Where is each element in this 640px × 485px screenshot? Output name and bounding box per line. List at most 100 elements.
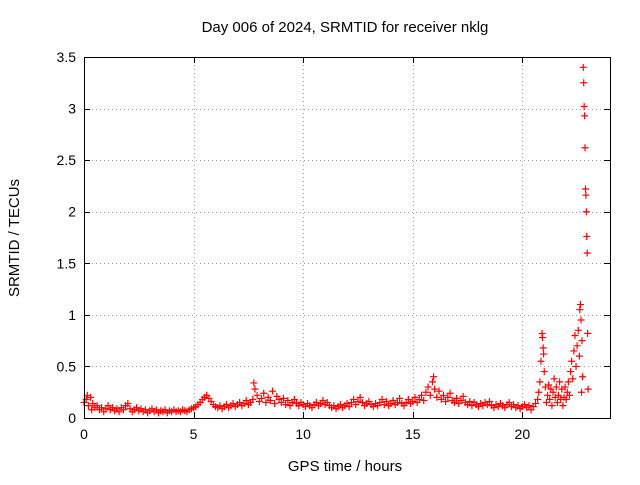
data-point xyxy=(356,393,364,401)
plot-frame xyxy=(84,57,611,419)
data-point xyxy=(424,383,432,391)
data-point xyxy=(539,344,547,352)
y-tick-label: 1.5 xyxy=(57,255,77,271)
data-point xyxy=(389,396,397,404)
data-point xyxy=(540,368,548,376)
x-tick-label: 0 xyxy=(80,426,88,442)
data-point xyxy=(415,395,423,403)
data-point xyxy=(422,388,430,396)
data-point xyxy=(581,112,589,120)
data-point xyxy=(579,63,587,71)
data-point xyxy=(578,337,586,345)
data-point xyxy=(577,316,585,324)
data-point xyxy=(260,389,268,397)
data-point xyxy=(84,402,92,410)
data-point xyxy=(250,379,258,387)
data-point xyxy=(271,400,279,408)
data-point xyxy=(576,301,584,309)
data-point xyxy=(537,357,545,365)
data-point xyxy=(562,395,570,403)
data-point xyxy=(411,393,419,401)
data-point xyxy=(396,394,404,402)
y-tick-label: 1 xyxy=(68,307,76,323)
data-point xyxy=(545,381,553,389)
data-point xyxy=(439,391,447,399)
x-tick-label: 5 xyxy=(190,426,198,442)
data-point xyxy=(556,378,564,386)
data-point xyxy=(538,334,546,342)
data-point xyxy=(420,396,428,404)
data-point xyxy=(426,391,434,399)
data-point xyxy=(87,393,95,401)
y-tick-label: 0 xyxy=(68,410,76,426)
data-point xyxy=(290,395,298,403)
y-tick-label: 0.5 xyxy=(57,358,77,374)
x-tick-label: 15 xyxy=(405,426,421,442)
data-point xyxy=(437,395,445,403)
data-point xyxy=(268,387,276,395)
data-point xyxy=(570,347,578,355)
data-point xyxy=(580,103,588,111)
data-point xyxy=(435,387,443,395)
data-point xyxy=(505,399,513,407)
data-point xyxy=(569,375,577,383)
data-point xyxy=(581,144,589,152)
data-point xyxy=(319,396,327,404)
data-point xyxy=(578,388,586,396)
data-point xyxy=(428,378,436,386)
data-point xyxy=(393,399,401,407)
data-point xyxy=(450,399,458,407)
data-point xyxy=(549,388,557,396)
data-point xyxy=(583,249,591,257)
data-point xyxy=(582,191,590,199)
axis-ticks xyxy=(84,57,610,419)
data-point xyxy=(536,378,544,386)
data-point xyxy=(544,391,552,399)
data-point xyxy=(553,399,561,407)
data-point xyxy=(444,393,452,401)
data-point xyxy=(253,391,261,399)
data-point xyxy=(119,406,127,414)
data-point xyxy=(575,352,583,360)
data-point xyxy=(554,391,562,399)
data-point xyxy=(535,388,543,396)
data-point xyxy=(418,391,426,399)
data-point xyxy=(354,397,362,405)
data-point xyxy=(459,392,467,400)
chart-title: Day 006 of 2024, SRMTID for receiver nkl… xyxy=(202,19,489,36)
data-point xyxy=(453,394,461,402)
data-point xyxy=(564,378,572,386)
y-tick-label: 2.5 xyxy=(57,152,77,168)
data-series xyxy=(80,63,592,417)
data-point xyxy=(446,389,454,397)
data-point xyxy=(279,394,287,402)
data-point xyxy=(378,395,386,403)
data-point xyxy=(251,385,259,393)
data-point xyxy=(583,232,591,240)
data-point xyxy=(582,208,590,216)
data-point xyxy=(584,329,592,337)
grid-lines xyxy=(84,57,610,418)
data-point xyxy=(82,395,90,403)
data-point xyxy=(525,402,533,410)
data-point xyxy=(584,385,592,393)
data-point xyxy=(350,395,358,403)
data-point xyxy=(466,397,474,405)
data-point xyxy=(249,395,257,403)
data-point xyxy=(404,395,412,403)
data-point xyxy=(442,397,450,405)
data-point xyxy=(550,375,558,383)
data-point xyxy=(567,368,575,376)
data-point xyxy=(258,394,266,402)
data-point xyxy=(98,404,106,412)
data-point xyxy=(534,395,542,403)
data-point xyxy=(433,393,441,401)
data-point xyxy=(573,342,581,350)
data-point xyxy=(115,408,123,416)
data-point xyxy=(409,397,417,405)
data-point xyxy=(457,396,465,404)
data-point xyxy=(284,396,292,404)
y-tick-label: 3 xyxy=(68,101,76,117)
data-point xyxy=(93,402,101,410)
